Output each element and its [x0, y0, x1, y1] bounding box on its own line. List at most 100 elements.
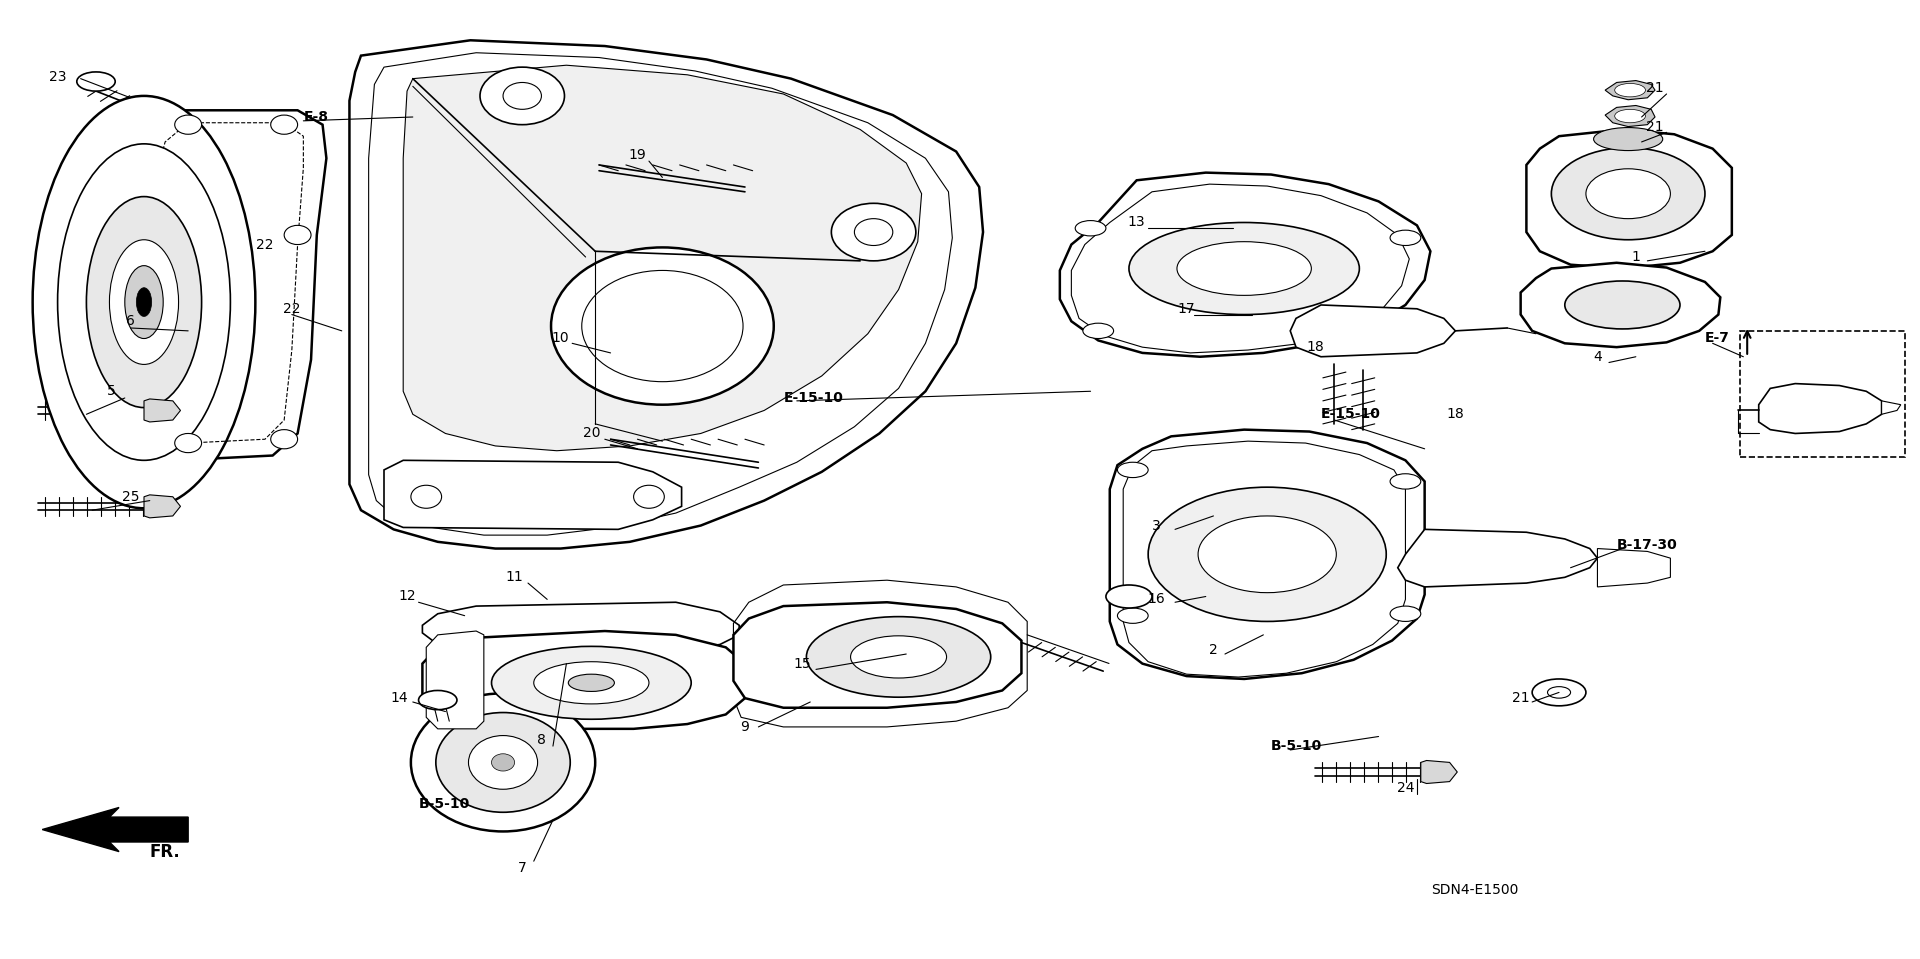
Ellipse shape: [492, 646, 691, 719]
Ellipse shape: [1532, 679, 1586, 706]
Ellipse shape: [806, 617, 991, 697]
Text: B-5-10: B-5-10: [419, 797, 470, 810]
Ellipse shape: [503, 82, 541, 109]
Text: 10: 10: [551, 331, 570, 344]
Ellipse shape: [436, 713, 570, 812]
Ellipse shape: [136, 288, 152, 316]
Ellipse shape: [284, 225, 311, 245]
Ellipse shape: [1075, 221, 1106, 236]
Text: 7: 7: [518, 861, 526, 875]
Ellipse shape: [851, 636, 947, 678]
Ellipse shape: [480, 67, 564, 125]
Text: 18: 18: [1446, 408, 1465, 421]
Text: E-8: E-8: [303, 110, 328, 124]
Text: 20: 20: [582, 427, 601, 440]
Ellipse shape: [109, 240, 179, 364]
Text: 9: 9: [741, 720, 749, 734]
Polygon shape: [1060, 173, 1430, 357]
Polygon shape: [144, 495, 180, 518]
Text: E-15-10: E-15-10: [1321, 408, 1380, 421]
Ellipse shape: [86, 197, 202, 408]
Text: 24: 24: [1396, 782, 1415, 795]
Ellipse shape: [831, 203, 916, 261]
Ellipse shape: [1615, 109, 1645, 123]
Ellipse shape: [1148, 487, 1386, 621]
Text: 21: 21: [1645, 120, 1665, 133]
Text: 15: 15: [793, 657, 812, 670]
Ellipse shape: [1198, 516, 1336, 593]
Polygon shape: [349, 40, 983, 549]
Text: 11: 11: [505, 571, 524, 584]
Text: 22: 22: [255, 238, 275, 251]
Text: 1: 1: [1632, 250, 1640, 264]
Polygon shape: [733, 602, 1021, 708]
Text: FR.: FR.: [150, 843, 180, 860]
Text: 25: 25: [121, 490, 140, 503]
Ellipse shape: [1390, 320, 1421, 336]
Ellipse shape: [568, 674, 614, 691]
Polygon shape: [1597, 549, 1670, 587]
Ellipse shape: [271, 430, 298, 449]
Ellipse shape: [854, 219, 893, 246]
Ellipse shape: [1548, 687, 1571, 698]
Polygon shape: [1526, 129, 1732, 269]
Ellipse shape: [551, 247, 774, 405]
Polygon shape: [1290, 305, 1455, 357]
FancyBboxPatch shape: [1740, 331, 1905, 457]
Ellipse shape: [1594, 128, 1663, 151]
Ellipse shape: [175, 433, 202, 453]
Text: 4: 4: [1594, 350, 1601, 363]
Text: 2: 2: [1210, 643, 1217, 657]
Ellipse shape: [271, 115, 298, 134]
Polygon shape: [1521, 263, 1720, 347]
Ellipse shape: [419, 690, 457, 710]
Ellipse shape: [58, 144, 230, 460]
Polygon shape: [1110, 430, 1425, 679]
Polygon shape: [384, 460, 682, 529]
Text: B-17-30: B-17-30: [1617, 538, 1678, 551]
Ellipse shape: [634, 485, 664, 508]
Text: 23: 23: [48, 70, 67, 83]
Polygon shape: [134, 110, 326, 460]
Text: 19: 19: [628, 149, 647, 162]
Ellipse shape: [1117, 462, 1148, 478]
Text: 12: 12: [397, 590, 417, 603]
Ellipse shape: [1551, 148, 1705, 240]
Ellipse shape: [175, 115, 202, 134]
Polygon shape: [1882, 401, 1901, 414]
Text: 14: 14: [390, 691, 409, 705]
Text: 5: 5: [108, 385, 115, 398]
Polygon shape: [1421, 760, 1457, 784]
Ellipse shape: [1390, 230, 1421, 246]
Ellipse shape: [1390, 474, 1421, 489]
Ellipse shape: [125, 266, 163, 339]
Ellipse shape: [492, 754, 515, 771]
Ellipse shape: [1390, 606, 1421, 621]
Ellipse shape: [468, 736, 538, 789]
Polygon shape: [403, 65, 922, 451]
Ellipse shape: [1586, 169, 1670, 219]
Ellipse shape: [411, 485, 442, 508]
Ellipse shape: [1106, 585, 1152, 608]
Text: 3: 3: [1152, 519, 1160, 532]
Text: 13: 13: [1127, 216, 1146, 229]
Ellipse shape: [1083, 323, 1114, 339]
Polygon shape: [1398, 529, 1597, 587]
Polygon shape: [1759, 384, 1882, 433]
Text: 22: 22: [282, 302, 301, 316]
Ellipse shape: [1565, 281, 1680, 329]
Ellipse shape: [1129, 222, 1359, 315]
Text: E-15-10: E-15-10: [783, 391, 843, 405]
Polygon shape: [426, 631, 484, 729]
Polygon shape: [1605, 81, 1655, 100]
Text: B-5-10: B-5-10: [1271, 739, 1323, 753]
Ellipse shape: [411, 693, 595, 831]
Polygon shape: [422, 631, 745, 729]
Text: 17: 17: [1177, 302, 1196, 316]
Polygon shape: [42, 807, 188, 852]
Text: 6: 6: [127, 315, 134, 328]
Text: 8: 8: [538, 734, 545, 747]
Ellipse shape: [1615, 83, 1645, 97]
Ellipse shape: [77, 72, 115, 91]
Text: 16: 16: [1146, 593, 1165, 606]
